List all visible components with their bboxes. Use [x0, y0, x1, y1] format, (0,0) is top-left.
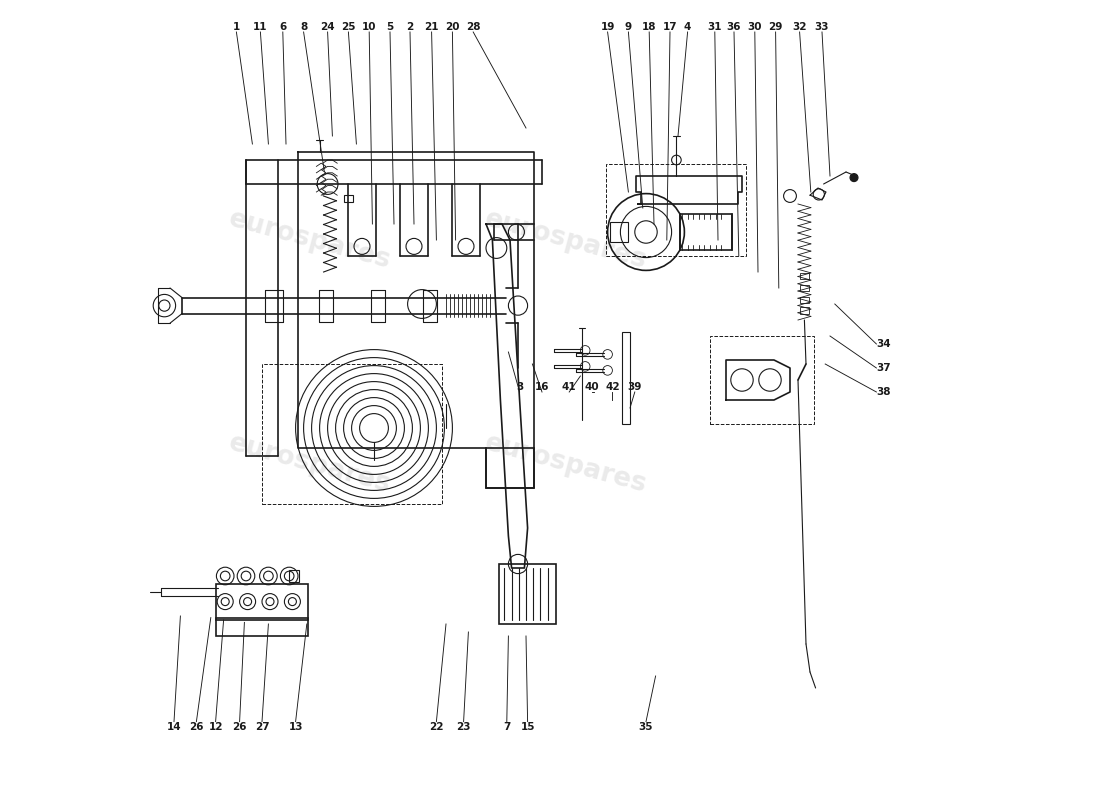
Text: 29: 29: [769, 22, 783, 32]
Text: 33: 33: [815, 22, 829, 32]
Text: 16: 16: [535, 382, 549, 392]
Text: 19: 19: [601, 22, 615, 32]
Bar: [680, 214, 732, 250]
Text: 41: 41: [562, 382, 576, 392]
Text: 24: 24: [320, 22, 334, 32]
Bar: [498, 564, 557, 624]
Text: 6: 6: [279, 22, 286, 32]
Text: 21: 21: [425, 22, 439, 32]
Bar: [289, 570, 299, 582]
Text: 42: 42: [605, 382, 619, 392]
Text: eurospares: eurospares: [226, 206, 394, 274]
Bar: [606, 164, 746, 256]
Text: 4: 4: [684, 22, 691, 32]
Text: 26: 26: [232, 722, 246, 731]
Text: 18: 18: [642, 22, 657, 32]
Text: 9: 9: [625, 22, 632, 32]
Bar: [800, 273, 810, 279]
Text: 27: 27: [255, 722, 270, 731]
Text: 28: 28: [466, 22, 481, 32]
Text: 7: 7: [503, 722, 510, 731]
Text: 40: 40: [584, 382, 598, 392]
Text: 38: 38: [877, 387, 891, 397]
Text: 34: 34: [877, 339, 891, 349]
Text: 2: 2: [406, 22, 414, 32]
Text: 23: 23: [456, 722, 471, 731]
Text: 35: 35: [639, 722, 653, 731]
Text: 17: 17: [662, 22, 678, 32]
Text: 30: 30: [748, 22, 762, 32]
Text: 13: 13: [288, 722, 302, 731]
Text: 36: 36: [727, 22, 741, 32]
Bar: [216, 618, 308, 636]
Text: 39: 39: [628, 382, 642, 392]
Text: 22: 22: [429, 722, 443, 731]
Text: eurospares: eurospares: [226, 430, 394, 498]
Bar: [800, 297, 810, 303]
Bar: [621, 332, 630, 424]
Circle shape: [850, 174, 858, 182]
Bar: [800, 307, 810, 314]
Bar: [216, 584, 308, 620]
Text: 15: 15: [520, 722, 535, 731]
Text: 8: 8: [300, 22, 307, 32]
Bar: [710, 336, 814, 424]
Bar: [610, 222, 628, 242]
Bar: [343, 195, 353, 202]
Text: 10: 10: [362, 22, 376, 32]
Text: 3: 3: [516, 382, 524, 392]
Bar: [800, 285, 810, 291]
Text: 12: 12: [208, 722, 223, 731]
Text: 25: 25: [341, 22, 355, 32]
Bar: [262, 364, 442, 504]
Text: eurospares: eurospares: [482, 206, 650, 274]
Text: 5: 5: [386, 22, 394, 32]
Text: 1: 1: [233, 22, 240, 32]
Text: 14: 14: [167, 722, 182, 731]
Text: 31: 31: [707, 22, 722, 32]
Text: 11: 11: [253, 22, 267, 32]
Text: 32: 32: [792, 22, 807, 32]
Text: eurospares: eurospares: [482, 430, 650, 498]
Text: 37: 37: [877, 363, 891, 373]
Text: 26: 26: [189, 722, 204, 731]
Text: 20: 20: [446, 22, 460, 32]
